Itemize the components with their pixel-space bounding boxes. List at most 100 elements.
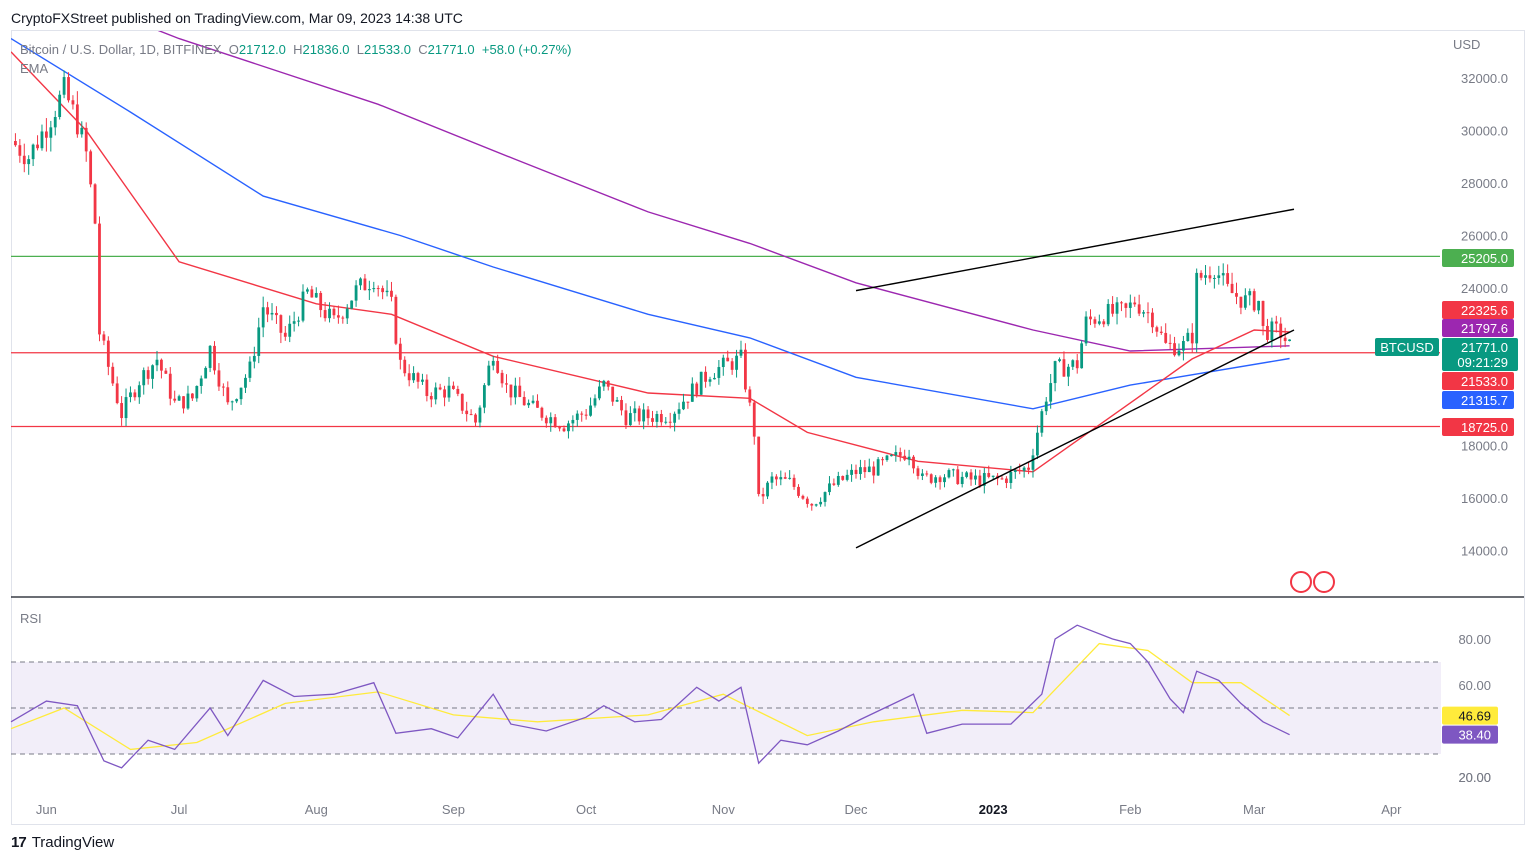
candle-body bbox=[235, 399, 239, 402]
price-badge: 21533.0 bbox=[1461, 374, 1508, 389]
candle-body bbox=[1270, 321, 1274, 340]
candle-body bbox=[137, 385, 141, 398]
candle-body bbox=[84, 127, 88, 152]
candle-body bbox=[774, 476, 778, 480]
candle-body bbox=[876, 459, 880, 476]
candle-body bbox=[1212, 277, 1216, 279]
candle-body bbox=[867, 466, 871, 473]
candle-body bbox=[1243, 295, 1247, 308]
candle-body bbox=[270, 312, 274, 315]
candle-body bbox=[168, 373, 172, 399]
candle-body bbox=[367, 289, 371, 291]
candle-body bbox=[536, 400, 539, 408]
candle-body bbox=[505, 383, 508, 385]
candle-body bbox=[739, 349, 743, 356]
price-badge: 18725.0 bbox=[1461, 420, 1508, 435]
candle-body bbox=[44, 131, 48, 138]
candle-body bbox=[628, 413, 632, 426]
candle-body bbox=[310, 289, 314, 298]
candle-body bbox=[36, 144, 39, 149]
candle-body bbox=[301, 291, 305, 321]
candle-body bbox=[872, 466, 876, 476]
candle-body bbox=[1062, 359, 1066, 377]
candle-body bbox=[1102, 321, 1106, 325]
candle-body bbox=[1133, 302, 1137, 305]
candle-body bbox=[106, 340, 110, 367]
candle-body bbox=[345, 308, 349, 319]
candle-body bbox=[257, 327, 261, 356]
candle-body bbox=[1053, 361, 1057, 384]
candle-body bbox=[1142, 312, 1145, 314]
candle-body bbox=[898, 452, 902, 456]
candle-body bbox=[376, 288, 380, 290]
candle-body bbox=[624, 410, 628, 426]
candle-body bbox=[443, 389, 446, 398]
candle-body bbox=[598, 386, 601, 399]
rsi-legend: RSI bbox=[20, 611, 42, 626]
candle-body bbox=[456, 388, 460, 394]
price-tick-label: 26000.0 bbox=[1461, 229, 1508, 244]
candle-body bbox=[1186, 332, 1190, 342]
candle-body bbox=[279, 315, 283, 333]
candle-body bbox=[460, 393, 464, 411]
candle-body bbox=[336, 315, 340, 318]
time-axis-label: Aug bbox=[305, 802, 328, 817]
candle-body bbox=[1235, 293, 1238, 297]
candle-body bbox=[204, 367, 208, 379]
time-axis-label: Jul bbox=[171, 802, 188, 817]
candle-body bbox=[951, 469, 955, 471]
candle-body bbox=[62, 77, 66, 95]
candle-body bbox=[726, 357, 730, 362]
candle-body bbox=[1027, 467, 1030, 470]
candle-body bbox=[1036, 432, 1039, 456]
candle-body bbox=[987, 473, 991, 477]
candle-body bbox=[1177, 350, 1181, 356]
candle-body bbox=[699, 371, 703, 395]
candle-body bbox=[982, 473, 986, 486]
candle-body bbox=[341, 317, 345, 319]
channel-lower-line bbox=[855, 329, 1295, 549]
price-badge: 21315.7 bbox=[1461, 393, 1508, 408]
candle-body bbox=[544, 417, 548, 424]
price-tick-label: 14000.0 bbox=[1461, 544, 1508, 559]
candle-body bbox=[199, 378, 203, 386]
candle-body bbox=[363, 278, 367, 291]
candle-body bbox=[593, 398, 597, 406]
candle-body bbox=[766, 482, 769, 497]
candle-body bbox=[221, 386, 225, 388]
candle-body bbox=[1009, 472, 1013, 483]
candle-body bbox=[1252, 291, 1256, 311]
candle-body bbox=[407, 373, 411, 381]
chart-frame bbox=[11, 30, 1525, 825]
candle-body bbox=[381, 288, 385, 293]
candle-body bbox=[124, 397, 128, 419]
candle-body bbox=[1093, 319, 1097, 324]
candle-body bbox=[792, 477, 796, 487]
candle-body bbox=[814, 504, 818, 506]
candle-body bbox=[549, 417, 553, 424]
candle-body bbox=[589, 405, 592, 416]
candle-body bbox=[965, 472, 969, 477]
candle-body bbox=[509, 384, 513, 398]
candle-body bbox=[978, 475, 982, 486]
candle-body bbox=[567, 423, 570, 432]
candle-body bbox=[938, 477, 942, 483]
candle-body bbox=[562, 428, 566, 432]
candle-body bbox=[496, 360, 500, 373]
candle-body bbox=[487, 365, 491, 386]
candle-body bbox=[757, 436, 761, 495]
candle-body bbox=[584, 414, 588, 416]
candle-body bbox=[102, 334, 106, 341]
candle-body bbox=[53, 116, 57, 128]
candle-body bbox=[398, 343, 402, 360]
candle-body bbox=[1075, 360, 1079, 369]
candle-body bbox=[1013, 470, 1017, 473]
countdown-badge: 09:21:29 bbox=[1457, 355, 1508, 370]
candle-body bbox=[907, 456, 911, 460]
open-value: 21712.0 bbox=[238, 42, 286, 57]
candle-body bbox=[513, 385, 517, 398]
price-badge: 22325.6 bbox=[1461, 303, 1508, 318]
candle-body bbox=[1279, 323, 1283, 338]
candle-body bbox=[708, 379, 712, 382]
